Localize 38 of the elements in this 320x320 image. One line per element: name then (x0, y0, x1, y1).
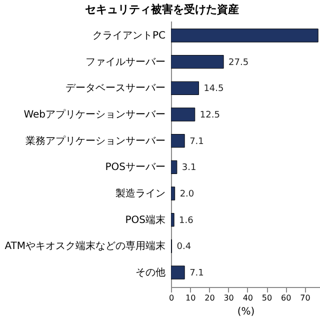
x-tick-label: 20 (204, 294, 215, 302)
x-tick-label: 10 (186, 294, 196, 302)
x-tick-label: 0 (168, 294, 174, 302)
y-tick-label: その他 (136, 266, 166, 279)
y-tick-label: POSサーバー (105, 162, 166, 174)
data-label: 12.5 (200, 110, 220, 120)
y-tick-label: POS端末 (125, 214, 166, 226)
bar (171, 160, 178, 174)
bar (171, 108, 196, 122)
data-label: 27.5 (228, 58, 249, 68)
y-tick-label: ファイルサーバー (86, 56, 166, 68)
x-tick-label: 60 (281, 294, 292, 302)
data-label: 14.5 (204, 84, 224, 94)
bar (171, 81, 199, 95)
bar (171, 54, 224, 69)
x-axis-title: (%) (237, 306, 255, 318)
y-tick-label: クライアントPC (92, 30, 166, 42)
x-tick-label: 70 (300, 294, 310, 302)
bar (171, 28, 318, 42)
y-tick-label: データベースサーバー (66, 83, 166, 94)
y-tick-label: 業務アプリケーションサーバー (26, 134, 166, 147)
data-label: 0.4 (176, 242, 192, 252)
y-tick-label: ATMやキオスク端末などの専用端末 (4, 240, 166, 252)
x-tick-label: 40 (242, 294, 254, 302)
y-tick-label: 製造ライン (116, 188, 166, 200)
y-tick-label: Webアプリケーションサーバー (24, 108, 166, 120)
data-label: 2.0 (180, 190, 194, 200)
x-tick-label: 50 (262, 294, 272, 302)
chart-title: セキュリティ被害を受けた資産 (85, 3, 240, 16)
bar (171, 266, 185, 280)
data-label: 7.1 (190, 136, 204, 147)
bar (171, 213, 174, 227)
x-tick-label: 30 (224, 294, 234, 302)
data-label: 3.1 (182, 163, 196, 174)
data-label: 1.6 (179, 216, 194, 226)
data-label: 7.1 (190, 268, 204, 279)
bar (171, 134, 185, 148)
bar (171, 186, 176, 200)
